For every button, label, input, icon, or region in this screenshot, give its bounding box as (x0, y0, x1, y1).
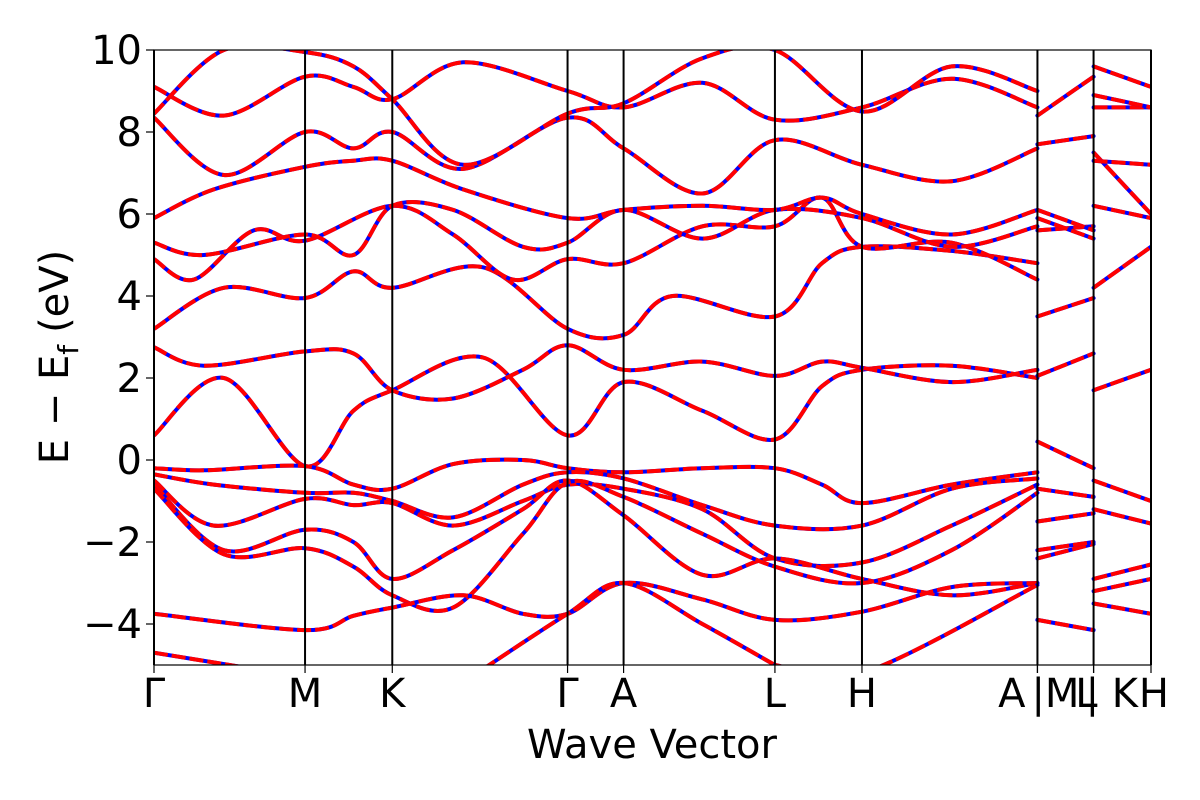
band-37 (1091, 367, 1151, 393)
band-33 (1091, 507, 1151, 526)
band-line-red (1036, 351, 1095, 378)
band-line-red (154, 156, 1038, 237)
band-line-red (1037, 540, 1094, 553)
y-axis-title-subscript: f (52, 344, 85, 355)
band-29 (1035, 207, 1096, 233)
x-tick-label: H (847, 671, 877, 717)
band-line-red (774, 583, 1039, 665)
band-line-red (154, 650, 242, 665)
band-line-red (1093, 576, 1151, 594)
y-axis-title-main: E − E (32, 355, 78, 465)
y-axis-title: E − Ef (eV) (32, 250, 85, 465)
band-line-red (1093, 562, 1151, 581)
x-tick-label: A (998, 671, 1026, 717)
band-line-red (1093, 507, 1151, 526)
x-tick-label: H (1139, 671, 1169, 717)
band-line-red (1037, 134, 1094, 147)
band-21 (1035, 540, 1096, 553)
band-40 (1091, 150, 1151, 216)
x-tick-label: L (1075, 671, 1098, 717)
x-tick-label: Γ (556, 671, 579, 717)
band-line-red (1093, 203, 1151, 221)
y-tick-label: 8 (117, 110, 142, 156)
y-tick-label: 2 (117, 356, 142, 402)
band-line-red (1093, 93, 1151, 110)
band-line-red (1092, 64, 1151, 89)
y-tick-label: −2 (83, 520, 142, 566)
band-41 (1091, 158, 1151, 167)
band-32 (1091, 478, 1151, 503)
band-2 (154, 343, 1040, 402)
band-line-red (1036, 439, 1095, 471)
band-line-red (1092, 151, 1151, 216)
band-20 (1035, 542, 1096, 561)
band-line-red (1037, 617, 1094, 633)
band-line-red (1036, 208, 1095, 233)
band-23 (1035, 486, 1096, 499)
y-tick-label: 4 (117, 274, 142, 320)
y-tick-label: 10 (91, 28, 142, 74)
x-tick-label: |M (1031, 671, 1079, 717)
band-line-red (1036, 296, 1095, 319)
band-28 (1035, 216, 1096, 241)
x-tick-label: K (379, 671, 407, 717)
y-axis-ticks: −4 −2 0 2 4 6 8 10 (83, 28, 154, 648)
band-16 (154, 650, 242, 665)
x-tick-label: L (764, 671, 787, 717)
band-35 (1091, 576, 1151, 594)
band-36 (1091, 601, 1151, 616)
band-43 (1091, 93, 1151, 110)
band-line-red (1036, 216, 1095, 241)
y-tick-label: 6 (117, 192, 142, 238)
band-line-red (1092, 367, 1151, 393)
band-line-red (1037, 486, 1094, 499)
y-tick-label: 0 (117, 438, 142, 484)
band-line-red (1092, 245, 1151, 290)
band-18 (772, 583, 1040, 665)
x-tick-label: A (610, 671, 638, 717)
band-line-red (1036, 542, 1095, 561)
band-38 (1091, 244, 1151, 290)
band-line-red (1037, 511, 1094, 524)
band-22 (1035, 511, 1096, 524)
band-31 (1035, 74, 1096, 118)
band-line-red (154, 343, 1038, 402)
band-line-red (154, 354, 1038, 469)
band-line-red (1093, 601, 1151, 616)
y-axis-title-unit: (eV) (32, 250, 78, 333)
band-line-red (1036, 75, 1095, 118)
band-30 (1035, 134, 1096, 147)
x-tick-label: M (288, 671, 323, 717)
x-axis-title: Wave Vector (527, 722, 778, 768)
band-25 (1035, 351, 1096, 378)
x-tick-label: | K (1086, 671, 1140, 717)
band-44 (1091, 64, 1151, 89)
band-line-red (1093, 158, 1151, 167)
plot-frame (153, 49, 1152, 666)
y-tick-label: −4 (83, 602, 142, 648)
band-26 (1035, 296, 1096, 319)
band-34 (1091, 562, 1151, 581)
x-tick-label: Γ (143, 671, 166, 717)
band-39 (1091, 203, 1151, 221)
band-24 (1035, 439, 1096, 471)
band-line-red (1092, 478, 1151, 503)
band-19 (1035, 617, 1096, 633)
